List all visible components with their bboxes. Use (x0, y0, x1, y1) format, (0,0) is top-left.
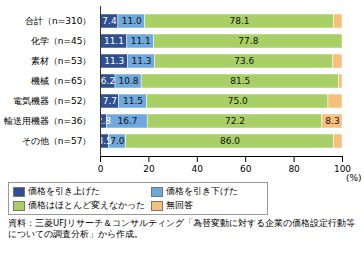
svg-text:60: 60 (240, 164, 252, 174)
svg-text:10.8: 10.8 (119, 76, 139, 86)
svg-text:3.5: 3.5 (97, 136, 112, 147)
svg-text:16.7: 16.7 (117, 116, 137, 126)
svg-text:11.1: 11.1 (104, 36, 124, 46)
svg-text:合計（n=310）: 合計（n=310） (25, 16, 91, 26)
svg-text:8.3: 8.3 (325, 116, 339, 126)
html-text:価格を引き下げた: 価格を引き下げた (166, 186, 238, 196)
svg-text:20: 20 (143, 164, 155, 174)
svg-text:81.5: 81.5 (230, 76, 250, 86)
svg-text:75.0: 75.0 (228, 96, 248, 106)
svg-text:40: 40 (192, 164, 204, 174)
html-text:価格はほとんど変えなかった: 価格はほとんど変えなかった (28, 200, 145, 210)
svg-text:7.0: 7.0 (110, 136, 125, 146)
svg-text:11.5: 11.5 (123, 96, 143, 106)
svg-text:73.6: 73.6 (234, 56, 254, 66)
svg-text:100: 100 (333, 163, 352, 174)
html-text:資料：三菱UFJリサーチ＆コンサルティング「為替変動に対する: 資料：三菱UFJリサーチ＆コンサルティング「為替変動に対する企業の価格設定行動等… (8, 218, 355, 239)
svg-text:輸送用機器（n=36）: 輸送用機器（n=36） (4, 116, 92, 126)
svg-text:77.8: 77.8 (238, 36, 258, 46)
svg-text:その他（n=57）: その他（n=57） (22, 136, 92, 146)
svg-text:7.4: 7.4 (102, 16, 117, 26)
svg-text:7.7: 7.7 (103, 96, 117, 106)
svg-text:素材（n=53）: 素材（n=53） (31, 56, 92, 66)
svg-text:電気機器（n=52）: 電気機器（n=52） (13, 96, 92, 106)
svg-text:80: 80 (288, 164, 300, 174)
svg-text:機械（n=65）: 機械（n=65） (31, 76, 92, 86)
svg-text:6.2: 6.2 (101, 76, 115, 86)
html-text:無回答: 無回答 (166, 200, 193, 210)
svg-text:11.0: 11.0 (122, 16, 142, 26)
svg-text:2.8: 2.8 (97, 116, 112, 126)
svg-text:78.1: 78.1 (230, 16, 250, 26)
svg-text:11.3: 11.3 (104, 56, 124, 66)
svg-text:化学（n=45）: 化学（n=45） (31, 36, 92, 46)
svg-text:0: 0 (98, 164, 104, 174)
svg-text:11.3: 11.3 (131, 56, 151, 66)
svg-text:72.2: 72.2 (225, 116, 245, 126)
svg-text:86.0: 86.0 (220, 136, 240, 146)
svg-text:(%): (%) (346, 173, 362, 183)
html-text:価格を引き上げた: 価格を引き上げた (28, 186, 100, 196)
svg-text:11.1: 11.1 (131, 36, 151, 46)
